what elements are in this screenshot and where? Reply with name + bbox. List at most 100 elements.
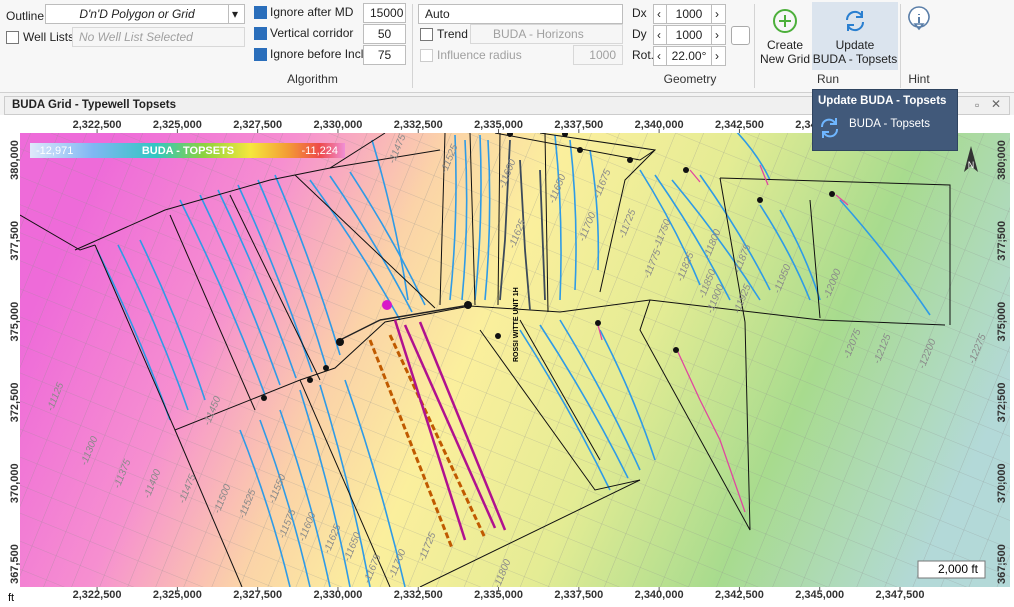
north-arrow: N — [964, 146, 978, 172]
contour-line — [461, 139, 468, 301]
contour-line — [217, 189, 297, 379]
group-label: Hint — [908, 72, 930, 86]
trend-dropdown[interactable]: BUDA - Horizons — [470, 24, 623, 44]
contour-line — [736, 133, 771, 181]
rotate-button[interactable] — [731, 26, 750, 45]
contour-line — [329, 175, 413, 313]
contour-line — [654, 174, 731, 301]
field-label: Ignore before Incl. — [270, 47, 367, 61]
field-input[interactable]: 75 — [363, 45, 406, 65]
x-tick-label: 2,335,000 — [474, 589, 523, 601]
contour-line — [259, 419, 311, 587]
well-lists-checkbox[interactable] — [6, 31, 19, 44]
spin-down[interactable]: ‹ — [653, 4, 667, 24]
y-tick-label: 377,500 — [996, 221, 1008, 261]
button-text: New Grid — [759, 52, 810, 66]
trend-method-dropdown[interactable]: Auto — [418, 4, 623, 24]
x-tick-label: 2,322,500 — [73, 119, 122, 131]
contour-line — [257, 179, 327, 367]
contour-line — [239, 429, 291, 587]
contours — [96, 133, 931, 587]
contour-line — [371, 139, 409, 301]
contour-line — [179, 199, 266, 396]
checkbox[interactable] — [254, 27, 267, 40]
update-button[interactable] — [812, 2, 898, 70]
x-tick-label: 2,332,500 — [394, 589, 443, 601]
lateral-wells — [499, 139, 546, 311]
checkbox[interactable] — [254, 48, 267, 61]
faults — [20, 133, 951, 587]
x-tick-label: 2,337,500 — [554, 589, 603, 601]
contour-line — [671, 179, 761, 301]
checkbox[interactable] — [254, 6, 267, 19]
x-tick-label: 2,325,000 — [153, 119, 202, 131]
colorbar-min: -12,971 — [36, 145, 73, 157]
contour-line — [779, 209, 821, 301]
y-tick-label: 370,000 — [996, 463, 1008, 503]
y-tick-label: 377,500 — [9, 221, 21, 261]
colorbar — [30, 143, 345, 158]
x-tick-label: 2,337,500 — [554, 119, 603, 131]
scale-bar — [917, 560, 986, 579]
spin-up[interactable]: › — [711, 25, 726, 45]
group-label: Geometry — [663, 72, 717, 86]
group-label: Run — [816, 72, 839, 86]
radius-label: Influence radius — [437, 48, 522, 62]
spin-up[interactable]: › — [711, 46, 726, 66]
spin-down[interactable]: ‹ — [653, 25, 667, 45]
trend-checkbox[interactable] — [420, 28, 433, 41]
field-input[interactable]: 1000 — [666, 25, 712, 45]
x-tick-label: 2,340,000 — [635, 589, 684, 601]
contour-line — [589, 149, 600, 271]
well-paths — [597, 164, 849, 513]
contour-line — [539, 324, 629, 479]
contour-line — [599, 329, 656, 461]
field-input[interactable]: 50 — [363, 24, 406, 44]
field-input[interactable]: 22.00° — [666, 46, 712, 66]
contour-line — [639, 169, 701, 286]
spin-down[interactable]: ‹ — [653, 46, 667, 66]
contour-line — [484, 139, 491, 301]
radius-checkbox — [420, 49, 433, 62]
spin-up[interactable]: › — [711, 4, 726, 24]
tooltip-title: Update BUDA - Topsets — [818, 95, 947, 107]
panel-close[interactable]: ✕ — [991, 97, 1002, 111]
separator — [412, 4, 413, 88]
contour-line — [117, 244, 189, 411]
create-grid-button[interactable]: Create New Grid — [758, 38, 812, 66]
contour-line — [569, 139, 577, 291]
contour-line — [96, 249, 171, 421]
y-tick-label: 367,500 — [996, 544, 1008, 584]
planned-wells — [339, 304, 507, 549]
hint-icon[interactable] — [906, 5, 932, 33]
field-label: Vertical corridor — [270, 26, 354, 40]
axes: 2,322,500 2,322,500 2,325,000 2,325,000 2,32… — [9, 119, 1008, 601]
x-tick-label: 2,342,500 — [715, 589, 764, 601]
field-label: Dx — [632, 6, 647, 20]
tooltip-item: BUDA - Topsets — [849, 118, 930, 130]
x-tick-label: 2,332,500 — [394, 119, 443, 131]
update-icon — [845, 10, 865, 32]
well-lists-dropdown[interactable]: No Well List Selected — [72, 27, 245, 47]
outline-dropdown[interactable]: D'n'D Polygon or Grid — [45, 4, 229, 24]
field-input[interactable]: 15000 — [363, 3, 406, 23]
create-icon — [773, 9, 797, 33]
field-input[interactable]: 1000 — [666, 4, 712, 24]
y-tick-label: 367,500 — [9, 544, 21, 584]
outline-label: Outline — [6, 9, 45, 23]
map-content: -11125-11300-11375 -11400-11450-11475 -115… — [20, 133, 1010, 587]
colorbar-title: BUDA - TOPSETS — [142, 145, 234, 157]
outline-dropdown-button[interactable]: ▾ — [228, 4, 245, 24]
radius-input[interactable]: 1000 — [573, 45, 623, 65]
contour-line — [699, 174, 771, 291]
well-heads — [261, 133, 835, 401]
group-label: Algorithm — [287, 72, 338, 86]
panel-restore[interactable]: ▫ — [975, 98, 980, 112]
x-tick-label: 2,335,000 — [474, 119, 523, 131]
button-text: Create — [766, 38, 804, 52]
contour-line — [199, 194, 281, 386]
field-label: Ignore after MD — [270, 5, 354, 19]
separator — [900, 4, 901, 88]
